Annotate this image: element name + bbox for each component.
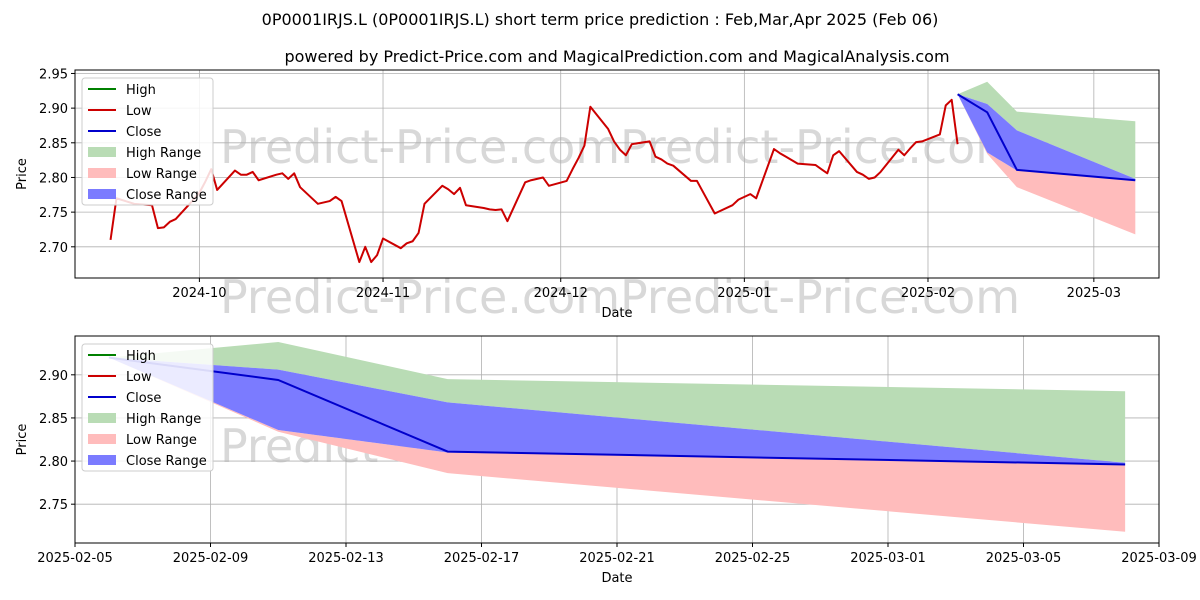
high-range-band: [108, 342, 1126, 463]
y-tick-label: 2.75: [39, 206, 68, 221]
legend-label: Close: [126, 391, 161, 406]
x-tick-label: 2025-03-05: [986, 551, 1062, 566]
y-tick-label: 2.90: [39, 369, 68, 384]
x-tick-label: 2025-02-09: [173, 551, 249, 566]
y-tick-label: 2.80: [39, 171, 68, 186]
legend-swatch: [88, 434, 116, 444]
x-axis-label: Date: [601, 571, 632, 586]
bottom-panel: Predict-Price.comPredict-Price.com2025-0…: [15, 335, 1197, 586]
low-line: [109, 98, 959, 264]
y-tick-label: 2.75: [39, 498, 68, 513]
watermark-text: Predict-Price.com: [620, 120, 1020, 174]
y-tick-label: 2.85: [39, 412, 68, 427]
legend-label: Low Range: [126, 167, 197, 182]
y-tick-label: 2.70: [39, 241, 68, 256]
x-tick-label: 2025-02-05: [37, 551, 113, 566]
close-line: [957, 93, 1136, 182]
y-axis-label: Price: [15, 158, 30, 190]
legend-swatch: [88, 168, 116, 178]
legend-label: High: [126, 349, 156, 364]
high-range-band: [957, 81, 1136, 179]
legend-label: Close: [126, 125, 161, 140]
close-range-band: [108, 357, 1126, 465]
watermark-text: Predict-Price.com: [220, 120, 620, 174]
x-tick-label: 2025-02-21: [579, 551, 655, 566]
legend-label: Low: [126, 370, 152, 385]
legend-swatch: [88, 147, 116, 157]
legend-swatch: [88, 455, 116, 465]
y-axis-label: Price: [15, 424, 30, 456]
top-panel: Predict-Price.com Predict-Price.comPredic…: [15, 67, 1160, 324]
x-tick-label: 2025-02-13: [308, 551, 384, 566]
x-axis-label: Date: [601, 306, 632, 321]
y-tick-label: 2.80: [39, 455, 68, 470]
x-tick-label: 2025-03: [1067, 286, 1121, 301]
legend-label: Close Range: [126, 454, 207, 469]
chart-title: 0P0001IRJS.L (0P0001IRJS.L) short term p…: [262, 10, 939, 29]
x-tick-label: 2025-02: [901, 286, 955, 301]
legend-label: Close Range: [126, 188, 207, 203]
plot-frame: [74, 69, 1160, 279]
legend-label: Low Range: [126, 433, 197, 448]
legend-swatch: [88, 189, 116, 199]
watermark-text: Predict-Price.com: [220, 270, 620, 324]
y-tick-label: 2.85: [39, 137, 68, 152]
legend-label: High: [126, 83, 156, 98]
x-tick-label: 2024-12: [534, 286, 588, 301]
x-tick-label: 2025-03-01: [850, 551, 926, 566]
x-tick-label: 2025-02-25: [715, 551, 791, 566]
y-tick-label: 2.90: [39, 102, 68, 117]
low-range-band: [957, 94, 1136, 235]
grid: [75, 70, 1159, 278]
x-tick-label: 2024-11: [356, 286, 410, 301]
plot-area: [109, 81, 1136, 264]
x-tick-label: 2025-01: [717, 286, 771, 301]
chart-subtitle: powered by Predict-Price.com and Magical…: [284, 47, 949, 66]
x-tick-label: 2025-03-09: [1121, 551, 1197, 566]
x-tick-label: 2025-02-17: [444, 551, 520, 566]
legend-label: Low: [126, 104, 152, 119]
low-range-band: [108, 357, 1126, 532]
watermark-text: Predict-Price.com: [620, 270, 1020, 324]
y-tick-label: 2.95: [39, 67, 68, 82]
legend-swatch: [88, 413, 116, 423]
legend: High Low Close High Range Low Range Close Ran…: [81, 77, 214, 206]
legend-label: High Range: [126, 412, 201, 427]
close-range-band: [957, 94, 1136, 181]
x-tick-label: 2024-10: [172, 286, 226, 301]
legend-label: High Range: [126, 146, 201, 161]
legend: High Low Close High Range Low Range Close Ran…: [81, 343, 214, 472]
